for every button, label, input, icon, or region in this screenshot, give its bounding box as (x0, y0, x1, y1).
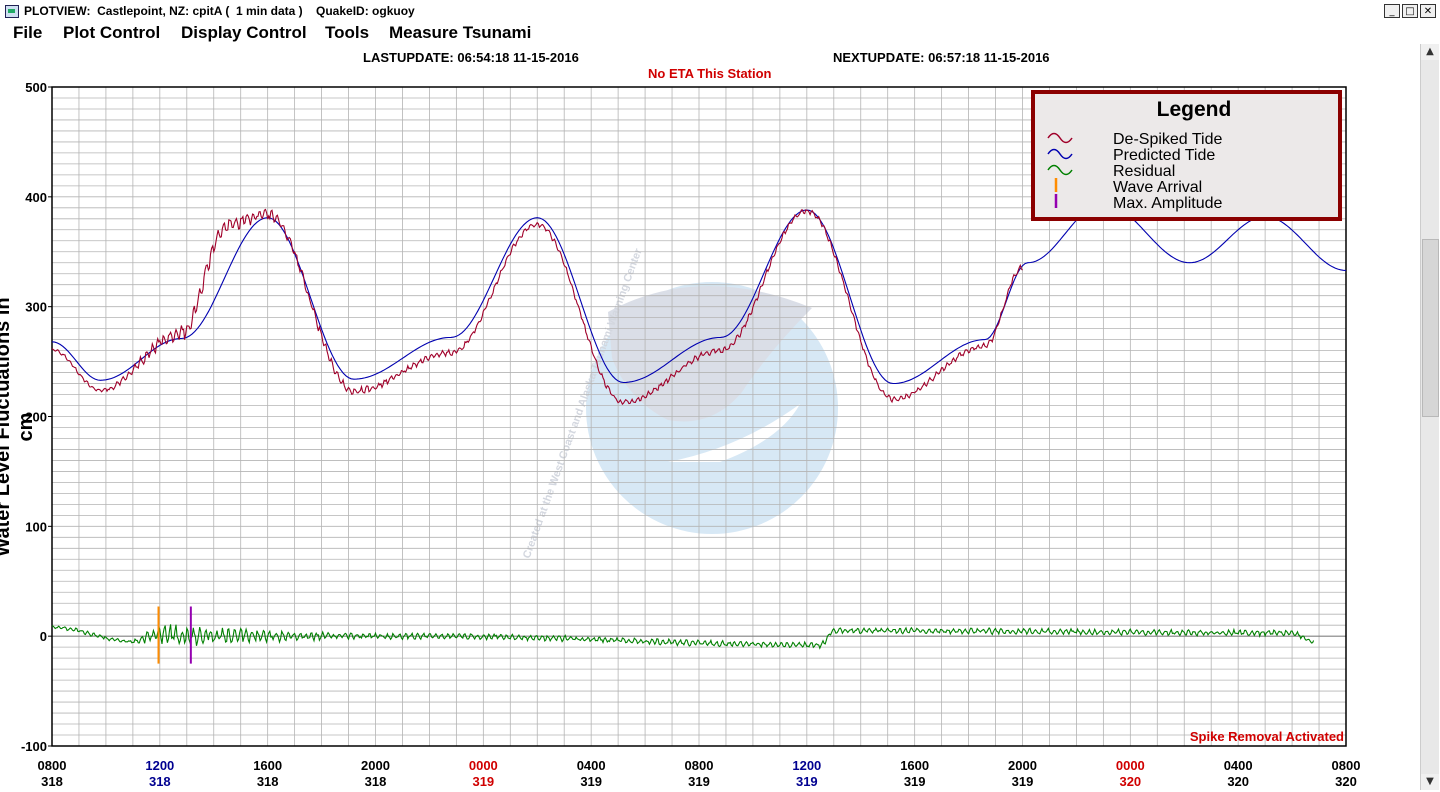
series-de-spiked-tide (51, 208, 1023, 406)
y-tick-label: 400 (25, 190, 47, 205)
x-tick-time: 0000 (1116, 758, 1145, 773)
x-tick-day: 319 (1012, 774, 1034, 789)
legend-predicted-tide-icon (1047, 148, 1073, 160)
y-tick-label: 200 (25, 410, 47, 425)
scroll-up-icon[interactable]: ▲ (1421, 44, 1439, 60)
x-tick-day: 320 (1335, 774, 1357, 789)
close-button[interactable]: ✕ (1420, 4, 1436, 18)
legend-residual-icon (1047, 164, 1073, 176)
x-tick-time: 1600 (253, 758, 282, 773)
window-controls: _ □ ✕ (1384, 4, 1436, 18)
legend-max-amplitude-label: Max. Amplitude (1113, 195, 1222, 212)
last-update: LASTUPDATE: 06:54:18 11-15-2016 (363, 50, 579, 65)
legend-box (1031, 90, 1342, 221)
y-tick-label: -100 (21, 739, 47, 754)
x-tick-day: 319 (688, 774, 710, 789)
x-tick-day: 319 (796, 774, 818, 789)
x-tick-time: 1200 (792, 758, 821, 773)
spike-removal-note: Spike Removal Activated (1190, 729, 1344, 744)
eta-status: No ETA This Station (648, 66, 772, 81)
minimize-button[interactable]: _ (1384, 4, 1400, 18)
y-tick-label: 300 (25, 300, 47, 315)
y-axis-label: Water Level Fluctuations in cm (0, 297, 37, 557)
window-title: PLOTVIEW: Castlepoint, NZ: cpitA ( 1 min… (24, 4, 415, 18)
x-tick-time: 0000 (469, 758, 498, 773)
y-tick-label: 100 (25, 519, 47, 534)
x-tick-day: 320 (1227, 774, 1249, 789)
y-tick-label: 0 (40, 629, 47, 644)
scroll-down-icon[interactable]: ▼ (1421, 774, 1439, 790)
menu-file[interactable]: File (13, 23, 43, 42)
x-tick-day: 318 (149, 774, 171, 789)
x-tick-time: 2000 (361, 758, 390, 773)
legend-predicted-tide-label: Predicted Tide (1113, 147, 1215, 164)
menu-display-control[interactable]: Display Control (181, 23, 307, 42)
x-tick-time: 0400 (1224, 758, 1253, 773)
x-tick-time: 0800 (685, 758, 714, 773)
vertical-scrollbar[interactable]: ▲ ▼ (1420, 44, 1439, 790)
scroll-thumb[interactable] (1422, 239, 1439, 417)
legend-wave-arrival-label: Wave Arrival (1113, 179, 1202, 196)
y-tick-label: 500 (25, 80, 47, 95)
menu-bar: File Plot Control Display Control Tools … (0, 22, 1440, 44)
series-residual (51, 624, 1315, 650)
legend-de-spiked-tide-icon (1047, 132, 1073, 144)
x-tick-day: 319 (580, 774, 602, 789)
x-tick-day: 320 (1119, 774, 1141, 789)
x-tick-time: 2000 (1008, 758, 1037, 773)
legend-residual-label: Residual (1113, 163, 1175, 180)
x-tick-day: 318 (257, 774, 279, 789)
x-tick-time: 1600 (900, 758, 929, 773)
x-tick-time: 0800 (38, 758, 67, 773)
x-tick-time: 0800 (1332, 758, 1361, 773)
watermark-wave (668, 404, 800, 462)
legend-de-spiked-tide-label: De-Spiked Tide (1113, 131, 1222, 148)
x-tick-day: 318 (365, 774, 387, 789)
title-bar: PLOTVIEW: Castlepoint, NZ: cpitA ( 1 min… (0, 0, 1440, 23)
menu-tools[interactable]: Tools (325, 23, 370, 42)
app-icon[interactable] (5, 5, 19, 18)
menu-measure-tsunami[interactable]: Measure Tsunami (389, 23, 532, 42)
maximize-button[interactable]: □ (1402, 4, 1418, 18)
menu-plot-control[interactable]: Plot Control (63, 23, 161, 42)
x-tick-day: 318 (41, 774, 63, 789)
legend-title: Legend (1157, 98, 1232, 121)
x-tick-time: 1200 (145, 758, 174, 773)
next-update: NEXTUPDATE: 06:57:18 11-15-2016 (833, 50, 1050, 65)
x-tick-day: 319 (472, 774, 494, 789)
x-tick-time: 0400 (577, 758, 606, 773)
x-tick-day: 319 (904, 774, 926, 789)
